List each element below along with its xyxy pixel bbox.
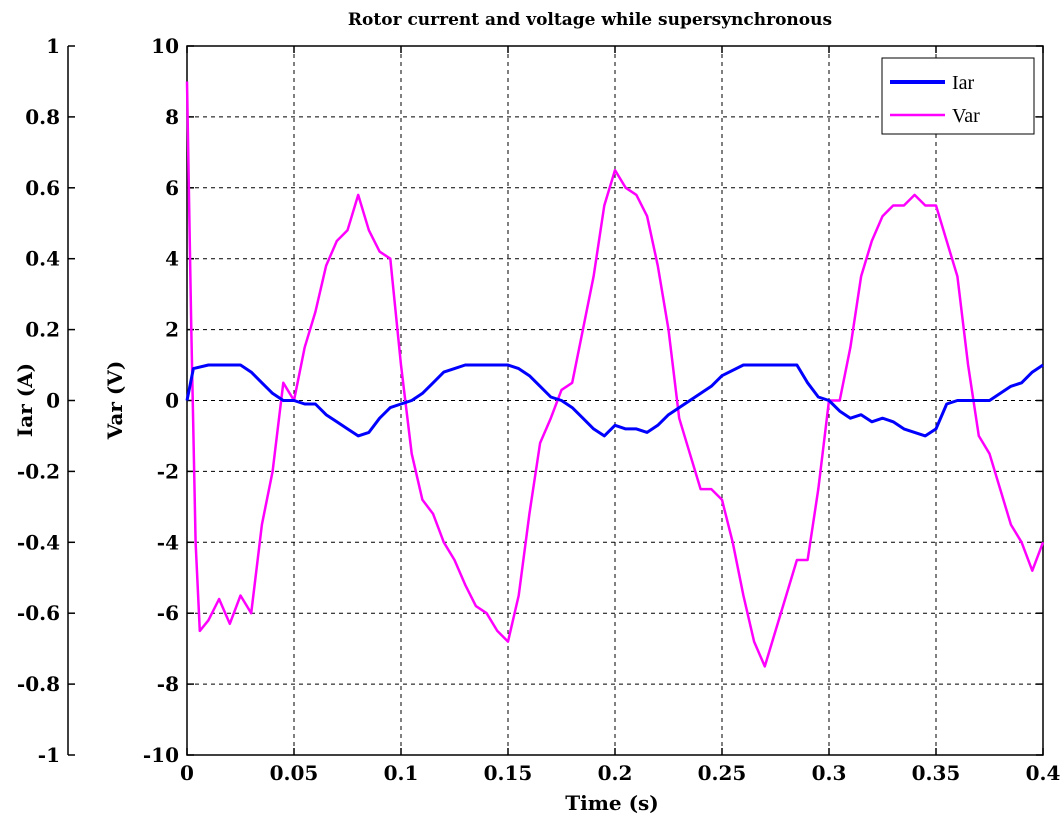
current-tick-label: 0.2 — [25, 318, 60, 342]
legend-var-label: Var — [952, 105, 980, 127]
voltage-tick-label: 8 — [165, 105, 179, 129]
x-tick-label: 0.2 — [598, 761, 633, 785]
voltage-tick-label: 0 — [165, 389, 179, 413]
current-tick-label: -0.6 — [17, 601, 60, 625]
current-tick-label: -0.4 — [17, 530, 60, 554]
voltage-tick-label: 2 — [165, 318, 179, 342]
current-tick-label: -1 — [38, 743, 60, 767]
current-tick-label: 0.4 — [25, 247, 60, 271]
current-tick-label: -0.2 — [17, 459, 60, 483]
current-tick-label: 1 — [46, 34, 60, 58]
current-tick-label: -0.8 — [17, 672, 60, 696]
current-tick-label: 0 — [46, 389, 60, 413]
voltage-tick-label: -8 — [157, 672, 179, 696]
voltage-tick-label: 6 — [165, 176, 179, 200]
series-layer — [185, 81, 1045, 668]
voltage-tick-label: -6 — [157, 601, 179, 625]
x-tick-label: 0.1 — [384, 761, 419, 785]
legend-box — [881, 57, 1035, 135]
voltage-tick-label: 10 — [151, 34, 179, 58]
x-tick-label: 0.3 — [812, 761, 847, 785]
x-tick-label: 0 — [180, 761, 194, 785]
voltage-tick-label: -10 — [143, 743, 179, 767]
current-axis-label: Iar (A) — [13, 363, 37, 437]
chart-title: Rotor current and voltage while supersyn… — [348, 10, 832, 30]
voltage-axis-label: Var (V) — [103, 361, 127, 441]
series-line-var — [185, 81, 1045, 668]
x-tick-label: 0.25 — [698, 761, 747, 785]
x-axis-ticks: 0 0.05 0.1 0.15 0.2 0.25 0.3 0.35 0.4 — [180, 46, 1060, 785]
current-tick-label: 0.8 — [25, 105, 60, 129]
x-axis-label: Time (s) — [565, 791, 659, 815]
voltage-axis-ticks: 10 8 6 4 2 0 -2 -4 -6 -8 -10 — [143, 34, 1043, 767]
x-tick-label: 0.4 — [1026, 761, 1060, 785]
voltage-tick-label: -2 — [157, 459, 179, 483]
series-line-iar — [185, 363, 1044, 438]
legend-iar-label: Iar — [952, 72, 975, 94]
voltage-tick-label: -4 — [157, 530, 179, 554]
x-tick-label: 0.35 — [912, 761, 961, 785]
legend: Iar Var — [881, 57, 1035, 135]
x-tick-label: 0.15 — [484, 761, 533, 785]
x-tick-label: 0.05 — [270, 761, 319, 785]
current-tick-label: 0.6 — [25, 176, 60, 200]
current-axis-ticks: 1 0.8 0.6 0.4 0.2 0 -0.2 -0.4 -0.6 -0.8 -1 — [17, 34, 75, 767]
voltage-tick-label: 4 — [165, 247, 179, 271]
